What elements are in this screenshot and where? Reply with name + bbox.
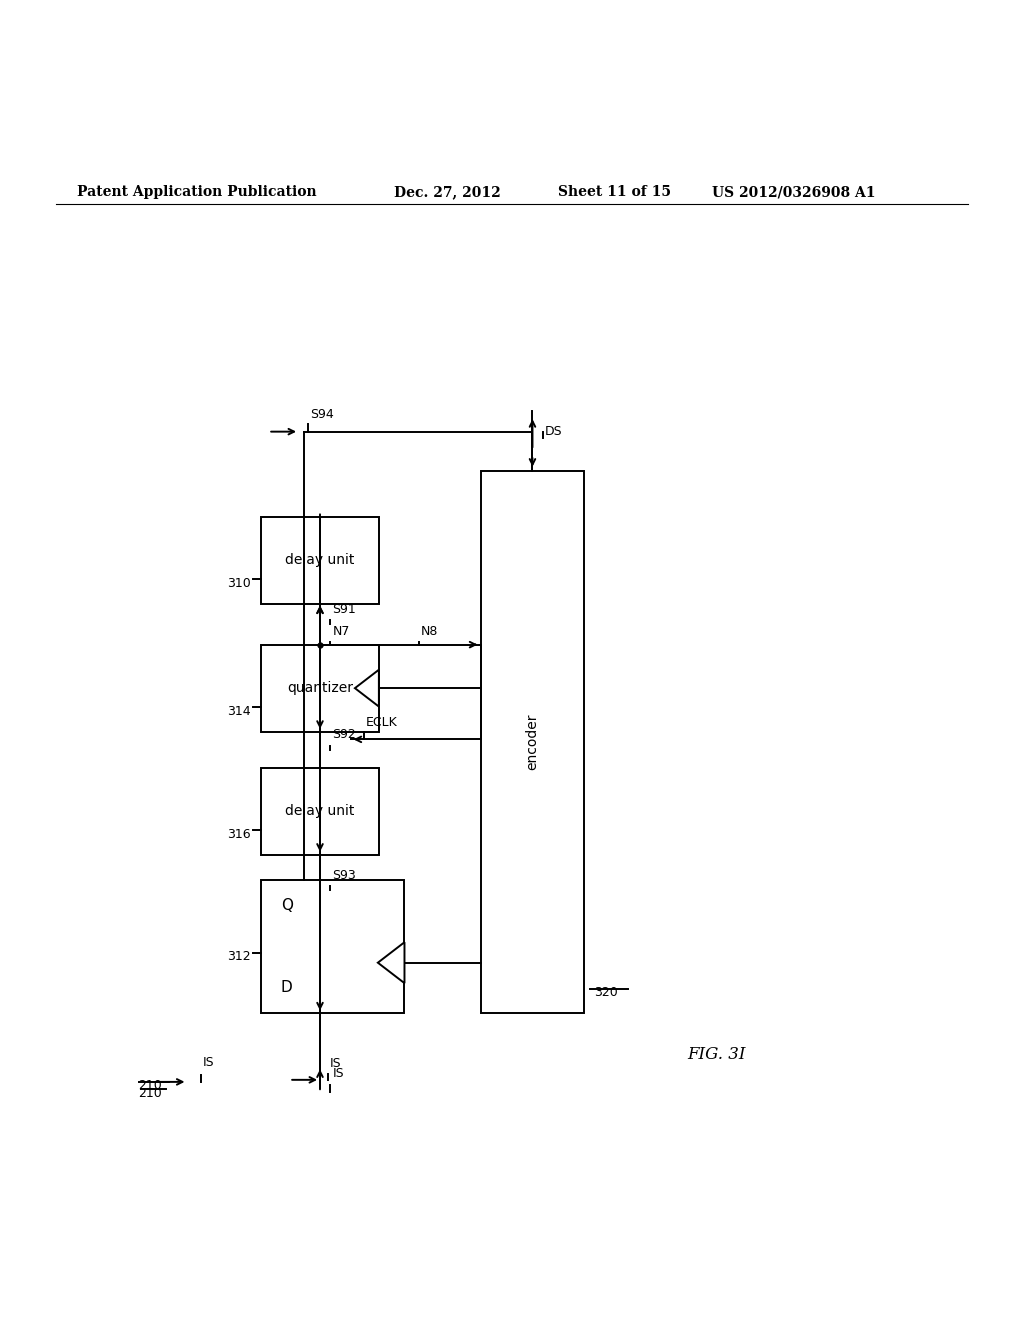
Bar bbox=[261, 880, 404, 1014]
Text: ECLK: ECLK bbox=[367, 717, 398, 729]
Polygon shape bbox=[378, 942, 404, 983]
Text: quantizer: quantizer bbox=[287, 681, 353, 696]
Text: Q: Q bbox=[281, 898, 293, 913]
Bar bbox=[261, 767, 379, 854]
Text: IS: IS bbox=[203, 1056, 214, 1069]
Text: 316: 316 bbox=[227, 828, 251, 841]
Polygon shape bbox=[355, 669, 379, 706]
Text: S92: S92 bbox=[332, 729, 356, 742]
Text: 314: 314 bbox=[227, 705, 251, 718]
Text: US 2012/0326908 A1: US 2012/0326908 A1 bbox=[712, 185, 876, 199]
Text: delay unit: delay unit bbox=[286, 553, 354, 568]
Text: 312: 312 bbox=[227, 950, 251, 964]
Text: encoder: encoder bbox=[525, 714, 540, 770]
Bar bbox=[261, 516, 379, 603]
Text: IS: IS bbox=[332, 1067, 344, 1080]
Text: 210: 210 bbox=[138, 1080, 162, 1093]
Text: DS: DS bbox=[545, 425, 562, 438]
Text: Sheet 11 of 15: Sheet 11 of 15 bbox=[558, 185, 671, 199]
Text: 310: 310 bbox=[227, 577, 251, 590]
Bar bbox=[261, 644, 379, 731]
Bar bbox=[481, 470, 584, 1014]
Text: D: D bbox=[281, 981, 293, 995]
Text: N8: N8 bbox=[421, 626, 438, 639]
Text: delay unit: delay unit bbox=[286, 804, 354, 818]
Text: S91: S91 bbox=[332, 603, 356, 616]
Text: Patent Application Publication: Patent Application Publication bbox=[77, 185, 316, 199]
Text: S94: S94 bbox=[310, 408, 334, 421]
Text: Dec. 27, 2012: Dec. 27, 2012 bbox=[394, 185, 501, 199]
Text: IS: IS bbox=[330, 1056, 342, 1069]
Text: FIG. 3I: FIG. 3I bbox=[687, 1045, 746, 1063]
Text: 320: 320 bbox=[594, 986, 617, 999]
Text: S93: S93 bbox=[332, 869, 356, 882]
Text: N7: N7 bbox=[332, 626, 349, 639]
Text: 210: 210 bbox=[138, 1086, 162, 1100]
